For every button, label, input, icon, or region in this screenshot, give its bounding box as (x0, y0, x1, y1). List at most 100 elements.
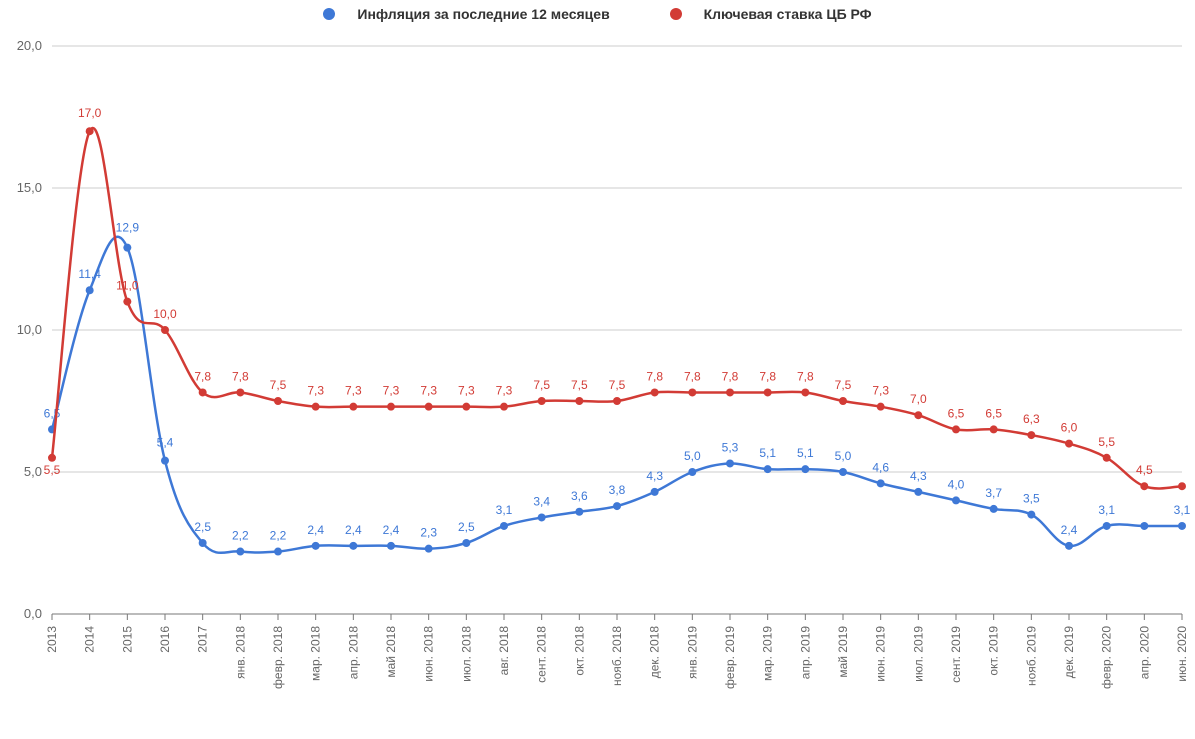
point-label-key_rate: 11,0 (116, 279, 139, 293)
series-point-key_rate (48, 454, 56, 462)
series-point-key_rate (387, 403, 395, 411)
point-label-inflation: 4,3 (646, 469, 663, 483)
series-point-inflation (1178, 522, 1186, 530)
x-tick-label: июн. 2018 (422, 626, 436, 682)
x-tick-label: апр. 2019 (798, 626, 812, 680)
series-point-key_rate (86, 127, 94, 135)
series-point-key_rate (123, 298, 131, 306)
series-point-inflation (801, 465, 809, 473)
series-point-key_rate (1027, 431, 1035, 439)
point-label-key_rate: 7,5 (270, 378, 287, 392)
point-label-key_rate: 6,5 (985, 406, 1002, 420)
point-label-inflation: 4,6 (872, 460, 889, 474)
point-label-key_rate: 7,3 (307, 384, 324, 398)
point-label-key_rate: 7,8 (232, 369, 249, 383)
point-label-inflation: 5,3 (722, 440, 739, 454)
point-label-inflation: 2,4 (1061, 523, 1078, 537)
point-label-inflation: 12,9 (116, 221, 140, 235)
series-point-inflation (839, 468, 847, 476)
point-label-inflation: 6,5 (44, 406, 61, 420)
series-point-key_rate (877, 403, 885, 411)
series-point-inflation (764, 465, 772, 473)
series-point-inflation (387, 542, 395, 550)
series-line-key_rate (52, 128, 1182, 489)
series-point-inflation (726, 459, 734, 467)
series-point-inflation (914, 488, 922, 496)
series-point-inflation (1065, 542, 1073, 550)
series-point-key_rate (952, 425, 960, 433)
series-point-inflation (651, 488, 659, 496)
point-label-key_rate: 7,5 (835, 378, 852, 392)
x-tick-label: февр. 2019 (723, 626, 737, 689)
x-tick-label: июл. 2019 (911, 626, 925, 682)
x-tick-label: авг. 2018 (497, 626, 511, 676)
point-label-key_rate: 4,5 (1136, 463, 1153, 477)
point-label-inflation: 5,0 (835, 449, 852, 463)
x-tick-label: нояб. 2019 (1024, 626, 1038, 686)
chart-legend: Инфляция за последние 12 месяцев Ключева… (0, 6, 1195, 23)
x-tick-label: апр. 2020 (1137, 626, 1151, 680)
point-label-inflation: 3,5 (1023, 492, 1040, 506)
point-label-inflation: 3,4 (533, 494, 550, 508)
series-point-key_rate (914, 411, 922, 419)
point-label-key_rate: 7,8 (722, 369, 739, 383)
point-label-key_rate: 7,8 (797, 369, 814, 383)
legend-dot-inflation (323, 8, 335, 20)
x-tick-label: 2017 (196, 626, 210, 653)
x-tick-label: май 2019 (836, 626, 850, 678)
point-label-key_rate: 6,3 (1023, 412, 1040, 426)
point-label-key_rate: 17,0 (78, 106, 102, 120)
series-point-key_rate (613, 397, 621, 405)
series-point-key_rate (349, 403, 357, 411)
series-point-inflation (462, 539, 470, 547)
point-label-inflation: 5,4 (157, 436, 174, 450)
x-tick-label: окт. 2019 (987, 626, 1001, 676)
series-point-key_rate (161, 326, 169, 334)
x-tick-label: февр. 2018 (271, 626, 285, 689)
series-point-inflation (425, 545, 433, 553)
series-point-inflation (575, 508, 583, 516)
x-tick-label: 2015 (120, 626, 134, 653)
series-point-inflation (86, 286, 94, 294)
x-tick-label: 2013 (45, 626, 59, 653)
point-label-key_rate: 7,8 (194, 369, 211, 383)
point-label-inflation: 4,3 (910, 469, 927, 483)
series-point-key_rate (500, 403, 508, 411)
series-point-key_rate (199, 388, 207, 396)
x-tick-label: июн. 2019 (874, 626, 888, 682)
point-label-inflation: 2,4 (345, 523, 362, 537)
series-point-key_rate (688, 388, 696, 396)
point-label-inflation: 3,1 (1174, 503, 1191, 517)
x-tick-label: сент. 2018 (535, 626, 549, 683)
point-label-inflation: 2,2 (232, 529, 249, 543)
series-point-key_rate (425, 403, 433, 411)
series-point-inflation (312, 542, 320, 550)
series-point-key_rate (236, 388, 244, 396)
series-point-inflation (613, 502, 621, 510)
series-point-inflation (349, 542, 357, 550)
legend-dot-keyrate (670, 8, 682, 20)
series-point-key_rate (312, 403, 320, 411)
point-label-key_rate: 7,3 (345, 384, 362, 398)
point-label-key_rate: 7,3 (383, 384, 400, 398)
point-label-key_rate: 6,5 (948, 406, 965, 420)
x-tick-label: апр. 2018 (346, 626, 360, 680)
point-label-inflation: 5,0 (684, 449, 701, 463)
point-label-inflation: 5,1 (759, 446, 776, 460)
x-tick-label: 2014 (83, 626, 97, 653)
point-label-inflation: 4,0 (948, 477, 965, 491)
point-label-key_rate: 7,8 (684, 369, 701, 383)
series-point-inflation (236, 548, 244, 556)
x-tick-label: май 2018 (384, 626, 398, 678)
point-label-inflation: 11,4 (78, 267, 101, 281)
x-tick-label: июн. 2020 (1175, 626, 1189, 682)
point-label-inflation: 5,1 (797, 446, 814, 460)
series-point-key_rate (726, 388, 734, 396)
legend-label-keyrate: Ключевая ставка ЦБ РФ (704, 6, 872, 22)
point-label-inflation: 2,5 (458, 520, 475, 534)
series-point-inflation (500, 522, 508, 530)
point-label-inflation: 2,4 (383, 523, 400, 537)
point-label-key_rate: 7,3 (872, 384, 889, 398)
x-tick-label: июл. 2018 (459, 626, 473, 682)
legend-label-inflation: Инфляция за последние 12 месяцев (357, 6, 609, 22)
